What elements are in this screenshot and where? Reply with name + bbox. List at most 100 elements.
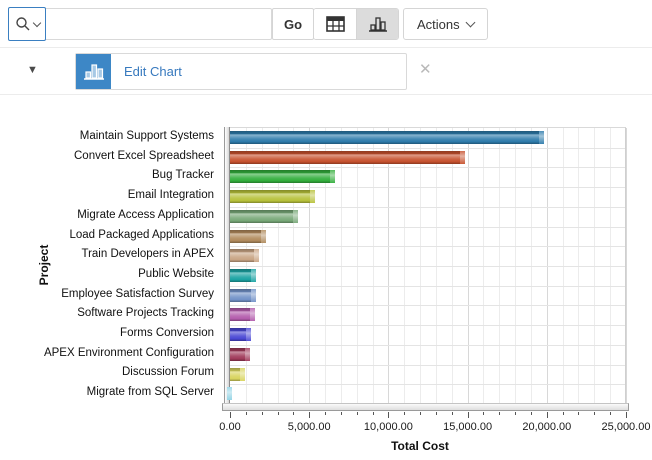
go-button[interactable]: Go	[272, 8, 315, 40]
axis-tick	[420, 412, 422, 415]
category-label: Migrate from SQL Server	[86, 386, 214, 399]
category-label: Bug Tracker	[152, 169, 214, 182]
category-label: Email Integration	[127, 189, 214, 202]
gridline	[467, 128, 469, 403]
bar-end-cap	[245, 328, 251, 342]
gridline	[483, 128, 485, 403]
axis-tick	[277, 412, 279, 415]
bar-14[interactable]	[227, 387, 233, 401]
chevron-down-icon	[32, 18, 41, 27]
bar-13[interactable]	[230, 367, 246, 381]
edit-chart-box: Edit Chart	[75, 53, 407, 90]
bar-end-cap	[227, 387, 233, 401]
gridline	[277, 128, 279, 403]
x-axis-floor	[222, 403, 629, 411]
axis-tick	[245, 412, 247, 415]
gridline	[435, 128, 437, 403]
actions-menu-button[interactable]: Actions	[403, 8, 488, 40]
axis-tick	[356, 412, 358, 415]
bar-end-cap	[460, 150, 466, 164]
bar-end-cap	[329, 170, 335, 184]
bar-end-cap	[244, 347, 250, 361]
gridline	[230, 364, 625, 366]
category-label: Migrate Access Application	[77, 208, 214, 221]
category-label: Software Projects Tracking	[77, 307, 214, 320]
bar-3[interactable]	[230, 170, 335, 184]
search-column-button[interactable]	[8, 7, 46, 41]
chevron-down-icon	[465, 17, 476, 27]
axis-tick	[562, 412, 564, 415]
gridline	[245, 128, 247, 403]
report-view-button[interactable]	[314, 9, 356, 39]
bar-end-cap	[260, 229, 266, 243]
gridline	[626, 128, 627, 403]
category-axis-labels: Maintain Support Systems Convert Excel Sp…	[0, 127, 222, 403]
chart-view-button[interactable]	[356, 9, 398, 39]
bar-12[interactable]	[230, 347, 250, 361]
view-toggle-group	[313, 8, 399, 40]
search-input[interactable]	[8, 8, 272, 40]
bar-7[interactable]	[230, 249, 259, 263]
edit-chart-link[interactable]: Edit Chart	[124, 64, 182, 79]
axis-tick	[230, 412, 231, 418]
axis-tick	[261, 412, 263, 415]
gridline	[546, 128, 548, 403]
gridline	[530, 128, 532, 403]
bar-chart-icon	[368, 17, 387, 32]
gridline	[499, 128, 501, 403]
gridline	[451, 128, 453, 403]
axis-tick	[530, 412, 532, 415]
chart-region: Project Maintain Support Systems Convert …	[0, 95, 652, 459]
bar-end-cap	[293, 209, 299, 223]
x-tick-label: 20,000.00	[522, 421, 572, 433]
gridline	[230, 167, 625, 169]
axis-tick	[451, 412, 453, 415]
gridline	[230, 246, 625, 248]
axis-tick	[546, 412, 548, 418]
bar-4[interactable]	[230, 190, 315, 204]
bar-end-cap	[538, 131, 544, 144]
bar-9[interactable]	[230, 288, 257, 302]
axis-tick	[578, 412, 580, 415]
gridline	[230, 305, 625, 307]
bar-2[interactable]	[230, 150, 466, 164]
bar-11[interactable]	[230, 328, 251, 342]
bar-6[interactable]	[230, 229, 266, 243]
y-axis-wall	[224, 127, 230, 409]
bar-5[interactable]	[230, 209, 299, 223]
axis-tick	[610, 412, 612, 415]
axis-tick	[388, 412, 390, 418]
gridline	[309, 128, 311, 403]
gridline	[578, 128, 580, 403]
bar-10[interactable]	[230, 308, 255, 322]
bar-1[interactable]	[230, 131, 544, 144]
bar-end-cap	[249, 308, 255, 322]
axis-tick	[499, 412, 501, 415]
gridline	[372, 128, 374, 403]
close-icon[interactable]: ✕	[419, 61, 432, 78]
gridline	[230, 325, 625, 327]
category-label: Load Packaged Applications	[69, 228, 215, 241]
gridline	[420, 128, 422, 403]
gridline	[340, 128, 342, 403]
gridline	[261, 128, 263, 403]
category-label: Public Website	[138, 267, 214, 280]
gridline	[562, 128, 564, 403]
gridline	[230, 384, 625, 386]
bar-8[interactable]	[230, 269, 257, 282]
axis-tick	[309, 412, 311, 418]
collapse-toggle-icon[interactable]: ▼	[27, 64, 38, 76]
plot-area	[222, 127, 629, 411]
category-label: Forms Conversion	[120, 327, 214, 340]
chart-icon-button[interactable]	[76, 54, 111, 89]
gridline	[230, 266, 625, 267]
axis-tick	[594, 412, 596, 415]
category-label: Discussion Forum	[121, 366, 214, 379]
actions-label: Actions	[417, 16, 460, 32]
x-axis-title: Total Cost	[391, 439, 449, 453]
gridline	[515, 128, 517, 403]
category-label: Convert Excel Spreadsheet	[74, 149, 214, 162]
axis-tick	[325, 412, 327, 415]
x-tick-label: 10,000.00	[363, 421, 413, 433]
x-tick-label: 25,000.00	[601, 421, 651, 433]
